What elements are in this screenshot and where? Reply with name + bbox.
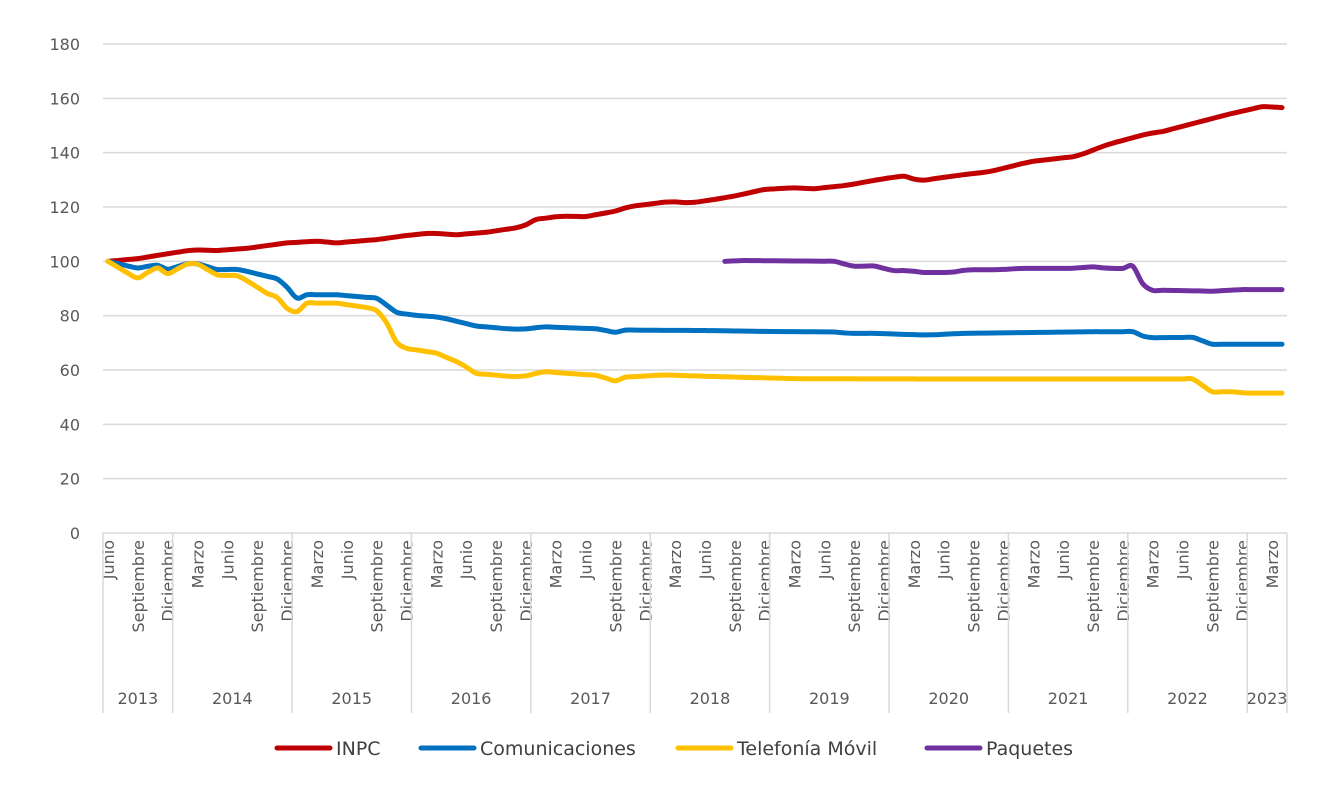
month-tick-label: Diciembre: [1114, 540, 1133, 622]
x-axis: Junio Septiembre Diciembre Marzo Junio Septie…: [99, 532, 1288, 713]
y-tick-label: 60: [60, 361, 80, 380]
month-tick-label: Septiembre: [726, 540, 745, 633]
y-tick-label: 40: [60, 415, 80, 434]
month-tick-label: Junio: [577, 540, 596, 580]
month-tick-label: Marzo: [1263, 540, 1282, 588]
month-tick-label: Diciembre: [994, 540, 1013, 622]
month-tick-label: Junio: [935, 540, 954, 580]
legend-label: INPC: [336, 738, 381, 760]
month-tick-label: Diciembre: [1233, 540, 1252, 622]
year-label: 2022: [1167, 689, 1208, 708]
legend: INPC Comunicaciones Telefonía Móvil Paquete…: [274, 738, 1073, 760]
month-tick-label: Marzo: [785, 540, 804, 588]
y-tick-label: 0: [70, 524, 80, 543]
month-tick-label: Diciembre: [517, 540, 536, 622]
year-label: 2019: [809, 689, 850, 708]
month-tick-label: Marzo: [427, 540, 446, 588]
month-tick-label: Diciembre: [397, 540, 416, 622]
year-label: 2014: [212, 689, 253, 708]
y-tick-label: 80: [60, 307, 80, 326]
year-label: 2017: [570, 689, 611, 708]
year-label: 2015: [331, 689, 372, 708]
year-label: 2023: [1247, 689, 1288, 708]
y-tick-label: 120: [49, 198, 80, 217]
month-tick-label: Junio: [218, 540, 237, 580]
y-tick-label: 140: [49, 144, 80, 163]
legend-item: Telefonía Móvil: [675, 738, 877, 760]
month-tick-label: Junio: [338, 540, 357, 580]
y-tick-label: 20: [60, 470, 80, 489]
year-label: 2013: [117, 689, 158, 708]
y-tick-label: 160: [49, 89, 80, 108]
series-line-inpc: [105, 104, 1285, 264]
month-tick-label: Diciembre: [875, 540, 894, 622]
y-tick-label: 100: [49, 252, 80, 271]
series-line-telefon-a-m-vil: [105, 258, 1285, 396]
y-axis: 0 20 40 60 80 100 120 140 160 180: [49, 35, 80, 543]
month-tick-label: Marzo: [1024, 540, 1043, 588]
month-tick-label: Junio: [457, 540, 476, 580]
month-tick-label: Marzo: [547, 540, 566, 588]
month-tick-label: Junio: [1054, 540, 1073, 580]
legend-item: INPC: [274, 738, 381, 760]
month-tick-label: Diciembre: [278, 540, 297, 622]
month-tick-label: Diciembre: [756, 540, 775, 622]
y-tick-label: 180: [49, 35, 80, 54]
month-tick-label: Septiembre: [129, 540, 148, 633]
year-label: 2021: [1048, 689, 1089, 708]
month-tick-label: Septiembre: [368, 540, 387, 633]
month-tick-label: Septiembre: [606, 540, 625, 633]
month-tick-label: Septiembre: [248, 540, 267, 633]
series-lines: [105, 104, 1285, 396]
month-tick-label: Marzo: [666, 540, 685, 588]
month-tick-label: Marzo: [905, 540, 924, 588]
month-tick-label: Junio: [1174, 540, 1193, 580]
month-tick-label: Septiembre: [1084, 540, 1103, 633]
legend-item: Comunicaciones: [418, 738, 636, 760]
year-label: 2016: [451, 689, 492, 708]
month-tick-label: Septiembre: [965, 540, 984, 633]
legend-item: Paquetes: [924, 738, 1073, 760]
year-label: 2020: [928, 689, 969, 708]
legend-label: Comunicaciones: [480, 738, 636, 760]
series-line-paquetes: [722, 258, 1285, 294]
gridlines: [103, 43, 1287, 480]
month-tick-label: Marzo: [189, 540, 208, 588]
month-tick-label: Septiembre: [845, 540, 864, 633]
month-tick-label: Junio: [696, 540, 715, 580]
month-tick-label: Marzo: [308, 540, 327, 588]
month-tick-label: Junio: [99, 540, 118, 580]
legend-label: Paquetes: [986, 738, 1073, 760]
month-tick-label: Septiembre: [487, 540, 506, 633]
month-tick-label: Septiembre: [1203, 540, 1222, 633]
month-tick-label: Junio: [815, 540, 834, 580]
month-tick-label: Diciembre: [636, 540, 655, 622]
year-label: 2018: [690, 689, 731, 708]
month-tick-label: Diciembre: [159, 540, 178, 622]
legend-label: Telefonía Móvil: [736, 738, 877, 760]
month-tick-label: Marzo: [1144, 540, 1163, 588]
series-line-comunicaciones: [105, 258, 1285, 347]
